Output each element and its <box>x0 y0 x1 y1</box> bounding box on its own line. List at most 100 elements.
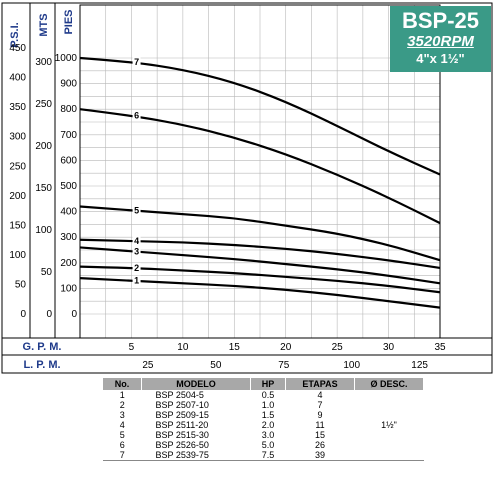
table-row: 2 BSP 2507-10 1.0 7 <box>103 400 424 410</box>
cell-modelo: BSP 2511-20 <box>155 420 209 430</box>
cell-no: 7 <box>119 450 125 460</box>
cell-etapas: 7 <box>317 400 323 410</box>
cell-hp: 3.0 <box>261 430 275 440</box>
cell-etapas: 39 <box>314 450 325 460</box>
cell-no: 6 <box>119 440 125 450</box>
outer-frame <box>1 2 493 374</box>
curve-label-bg <box>132 56 141 67</box>
curve-label-2: 2 <box>134 263 139 273</box>
mts-tick: 100 <box>35 225 52 236</box>
lpm-tick: 125 <box>411 360 428 371</box>
pies-tick: 300 <box>60 232 77 243</box>
cell-hp: 0.5 <box>261 390 275 400</box>
curve-label-1: 1 <box>134 276 139 286</box>
psi-tick: 250 <box>9 161 26 172</box>
title-box: BSP-25 3520RPM 4"x 1½" <box>390 6 491 72</box>
mts-tick: 150 <box>35 183 52 194</box>
pies-tick: 0 <box>71 309 77 320</box>
curve-label-bg <box>132 246 141 257</box>
table-row: 5 BSP 2515-30 3.0 15 <box>103 430 424 440</box>
curve-label-4: 4 <box>134 236 139 246</box>
table-row: 7 BSP 2539-75 7.5 39 <box>103 450 424 461</box>
size-label: 4"x 1½" <box>416 51 465 66</box>
curve-label-bg <box>132 275 141 286</box>
pies-tick: 900 <box>60 79 77 90</box>
cell-etapas: 15 <box>314 430 325 440</box>
curve-label-6: 6 <box>134 111 139 121</box>
table-row: 4 BSP 2511-20 2.0 11 <box>103 420 424 430</box>
curve-label-7: 7 <box>134 57 139 67</box>
table-header-row: No. MODELO HP ETAPAS Ø DESC. <box>103 378 424 390</box>
cell-modelo: BSP 2515-30 <box>155 430 209 440</box>
cell-hp: 2.0 <box>261 420 275 430</box>
cell-hp: 1.5 <box>261 410 275 420</box>
cell-etapas: 11 <box>315 420 325 430</box>
curve-label-3: 3 <box>134 246 139 256</box>
psi-tick: 400 <box>9 73 26 84</box>
chart-frame <box>1 2 493 374</box>
col-no: No. <box>103 378 142 390</box>
col-desc: Ø DESC. <box>354 378 424 390</box>
table-row: 3 BSP 2509-15 1.5 9 <box>103 410 424 420</box>
gpm-axis-label: G. P. M. <box>23 341 62 353</box>
gpm-tick: 30 <box>383 342 395 353</box>
psi-tick: 450 <box>9 43 26 54</box>
col-hp: HP <box>250 378 286 390</box>
cell-etapas: 9 <box>317 410 323 420</box>
lpm-tick: 75 <box>278 360 290 371</box>
pies-tick: 1000 <box>55 53 78 64</box>
pies-tick: 600 <box>60 155 77 166</box>
cell-hp: 1.0 <box>261 400 275 410</box>
table-row: 6 BSP 2526-50 5.0 26 <box>103 440 424 450</box>
table-body: 1 BSP 2504-5 0.5 4 1½" 2 BSP 2507-10 1.0 7 3 BSP 2… <box>103 390 424 461</box>
lpm-tick: 25 <box>142 360 154 371</box>
axes-labels: P.S.I. MTS PIES050100150200250300350400450… <box>9 9 446 371</box>
gpm-tick: 20 <box>280 342 292 353</box>
psi-axis-label: P.S.I. <box>9 22 21 47</box>
pump-curves: 1 2 34 5 6 7 <box>79 56 441 309</box>
table-row: 1 BSP 2504-5 0.5 4 1½" <box>103 390 424 430</box>
pies-tick: 200 <box>60 258 77 269</box>
mts-tick: 300 <box>35 57 52 68</box>
curve-label-bg <box>132 262 141 273</box>
pies-tick: 500 <box>60 181 77 192</box>
gpm-tick: 15 <box>229 342 241 353</box>
psi-tick: 150 <box>9 220 26 231</box>
psi-tick: 0 <box>20 309 26 320</box>
mts-tick: 200 <box>35 141 52 152</box>
pies-axis-label: PIES <box>63 9 75 34</box>
pies-tick: 800 <box>60 104 77 115</box>
psi-tick: 200 <box>9 191 26 202</box>
cell-no: 5 <box>119 430 125 440</box>
pies-tick: 700 <box>60 130 77 141</box>
psi-tick: 350 <box>9 102 26 113</box>
curve-2 <box>79 265 441 294</box>
cell-modelo: BSP 2509-15 <box>155 410 209 420</box>
cell-etapas: 4 <box>317 390 323 400</box>
pump-curve-chart: P.S.I. MTS PIES050100150200250300350400450… <box>1 2 493 374</box>
pies-tick: 100 <box>60 283 77 294</box>
cell-no: 2 <box>119 400 125 410</box>
cell-no: 1 <box>119 390 125 400</box>
gpm-tick: 35 <box>434 342 446 353</box>
models-table: No. MODELO HP ETAPAS Ø DESC. 1 BSP 2504-5… <box>103 378 424 461</box>
cell-desc: 1½" <box>381 420 397 430</box>
mts-tick: 50 <box>41 267 53 278</box>
curve-4 <box>79 238 441 270</box>
cell-no: 3 <box>119 410 125 420</box>
curve-label-bg <box>132 110 141 121</box>
cell-modelo: BSP 2507-10 <box>155 400 209 410</box>
curve-5 <box>79 205 441 262</box>
curve-label-5: 5 <box>134 205 139 215</box>
curve-3 <box>79 246 441 285</box>
mts-tick: 0 <box>46 309 52 320</box>
gpm-tick: 10 <box>177 342 189 353</box>
cell-hp: 7.5 <box>261 450 275 460</box>
gpm-tick: 5 <box>129 342 135 353</box>
cell-modelo: BSP 2539-75 <box>155 450 209 460</box>
cell-no: 4 <box>119 420 125 430</box>
psi-tick: 300 <box>9 132 26 143</box>
model-title: BSP-25 <box>401 8 480 33</box>
lpm-tick: 50 <box>210 360 222 371</box>
lpm-tick: 100 <box>343 360 360 371</box>
